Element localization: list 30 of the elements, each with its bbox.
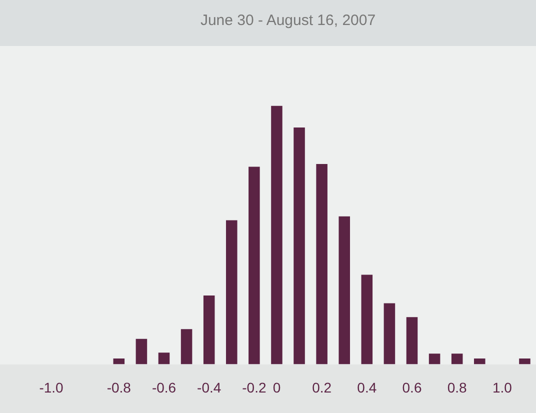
x-tick-label: -0.8 — [106, 379, 132, 396]
x-tick-label: 0 — [272, 379, 281, 396]
bar — [519, 358, 530, 364]
bar — [294, 128, 305, 364]
bar — [158, 352, 170, 364]
bar — [248, 166, 260, 364]
x-tick-label: 0.4 — [357, 379, 377, 396]
bar — [271, 106, 282, 364]
bar — [406, 317, 418, 364]
bar — [384, 303, 396, 364]
bar — [203, 295, 215, 364]
x-tick-label: -0.2 — [242, 379, 266, 396]
bar — [180, 329, 192, 364]
x-tick-label: 0.8 — [447, 379, 468, 396]
bar — [428, 354, 440, 364]
chart-title: June 30 - August 16, 2007 — [200, 12, 376, 30]
bar — [361, 274, 373, 364]
bar — [226, 220, 238, 364]
bar — [451, 354, 463, 364]
x-tick-label: -1.0 — [39, 379, 64, 396]
bar — [338, 216, 350, 364]
x-tick-label: -0.6 — [152, 379, 176, 396]
bar — [474, 358, 486, 364]
bar — [136, 338, 148, 364]
x-tick-label: -0.4 — [197, 379, 222, 396]
x-tick-label: 1.0 — [492, 379, 512, 396]
bar — [316, 164, 328, 364]
bar — [113, 358, 125, 364]
x-tick-label: 0.6 — [402, 379, 422, 396]
x-tick-label: 0.2 — [312, 379, 332, 396]
